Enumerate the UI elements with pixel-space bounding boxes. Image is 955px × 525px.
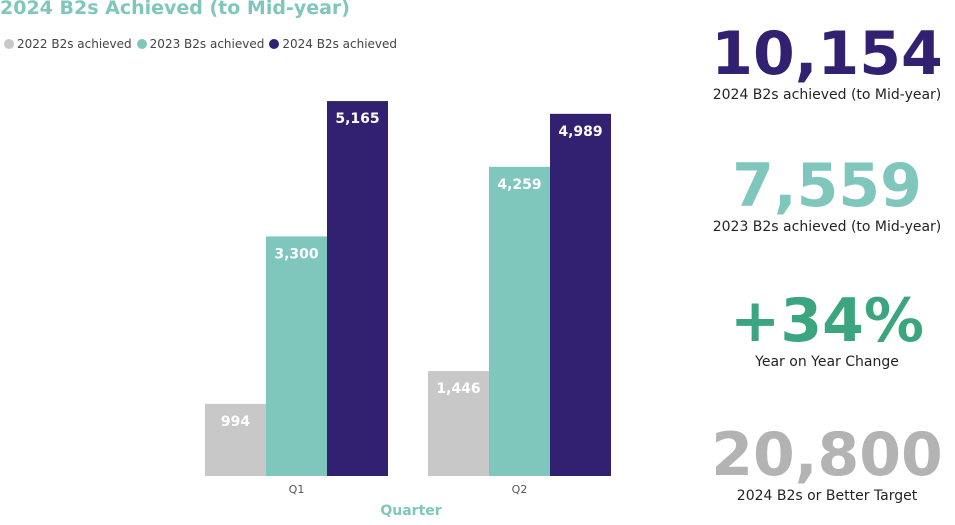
kpi-value-target: 20,800 [711, 420, 943, 490]
data-label-q1-series-1: 3,300 [274, 246, 319, 262]
legend-marker-2022 [4, 39, 14, 49]
kpi-label-2024: 2024 B2s achieved (to Mid-year) [712, 87, 942, 103]
bar-q2-series-1[interactable] [489, 166, 550, 476]
bar-q1-series-1[interactable] [266, 236, 327, 476]
kpi-card-2023: 7,559 2023 B2s achieved (to Mid-year) [700, 154, 954, 236]
data-label-q1-series-2: 5,165 [335, 111, 379, 127]
kpi-card-2024: 10,154 2024 B2s achieved (to Mid-year) [700, 22, 954, 104]
legend-label-2023: 2023 B2s achieved [149, 37, 265, 51]
data-label-q2-series-1: 4,259 [497, 177, 541, 193]
bar-q2-series-2[interactable] [550, 113, 611, 476]
kpi-value-2023: 7,559 [732, 151, 922, 221]
kpi-label-target: 2024 B2s or Better Target [736, 488, 918, 504]
chart-title: 2024 B2s Achieved (to Mid-year) [0, 0, 350, 19]
bar-chart: 994 3,300 5,165 Q1 1,446 4,259 4,989 Q2 Quarter [205, 101, 611, 519]
x-tick-label-q1: Q1 [289, 483, 305, 496]
data-label-q2-series-2: 4,989 [558, 124, 602, 140]
kpi-value-yoy: +34% [730, 286, 924, 356]
kpi-value-2024: 10,154 [711, 19, 943, 89]
kpi-card-target: 20,800 2024 B2s or Better Target [700, 423, 954, 505]
data-label-q2-series-0: 1,446 [436, 381, 480, 397]
kpi-label-yoy: Year on Year Change [755, 354, 899, 370]
bar-q1-series-2[interactable] [327, 101, 388, 476]
data-label-q1-series-0: 994 [221, 414, 250, 430]
legend-marker-2024 [269, 39, 280, 49]
legend-label-2022: 2022 B2s achieved [17, 37, 132, 51]
legend-item-2022[interactable]: 2022 B2s achieved [4, 37, 132, 51]
kpi-label-2023: 2023 B2s achieved (to Mid-year) [712, 219, 942, 235]
kpi-card-yoy: +34% Year on Year Change [700, 289, 954, 371]
legend-marker-2023 [136, 39, 147, 49]
bar-q2-series-0[interactable] [428, 371, 489, 476]
chart-legend: 2022 B2s achieved 2023 B2s achieved 2024… [4, 37, 397, 51]
x-tick-label-q2: Q2 [512, 483, 528, 496]
legend-item-2024[interactable]: 2024 B2s achieved [269, 37, 397, 51]
bar-q1-series-0[interactable] [205, 403, 266, 476]
legend-item-2023[interactable]: 2023 B2s achieved [136, 37, 265, 51]
legend-label-2024: 2024 B2s achieved [282, 37, 398, 51]
x-axis-title: Quarter [380, 503, 441, 519]
